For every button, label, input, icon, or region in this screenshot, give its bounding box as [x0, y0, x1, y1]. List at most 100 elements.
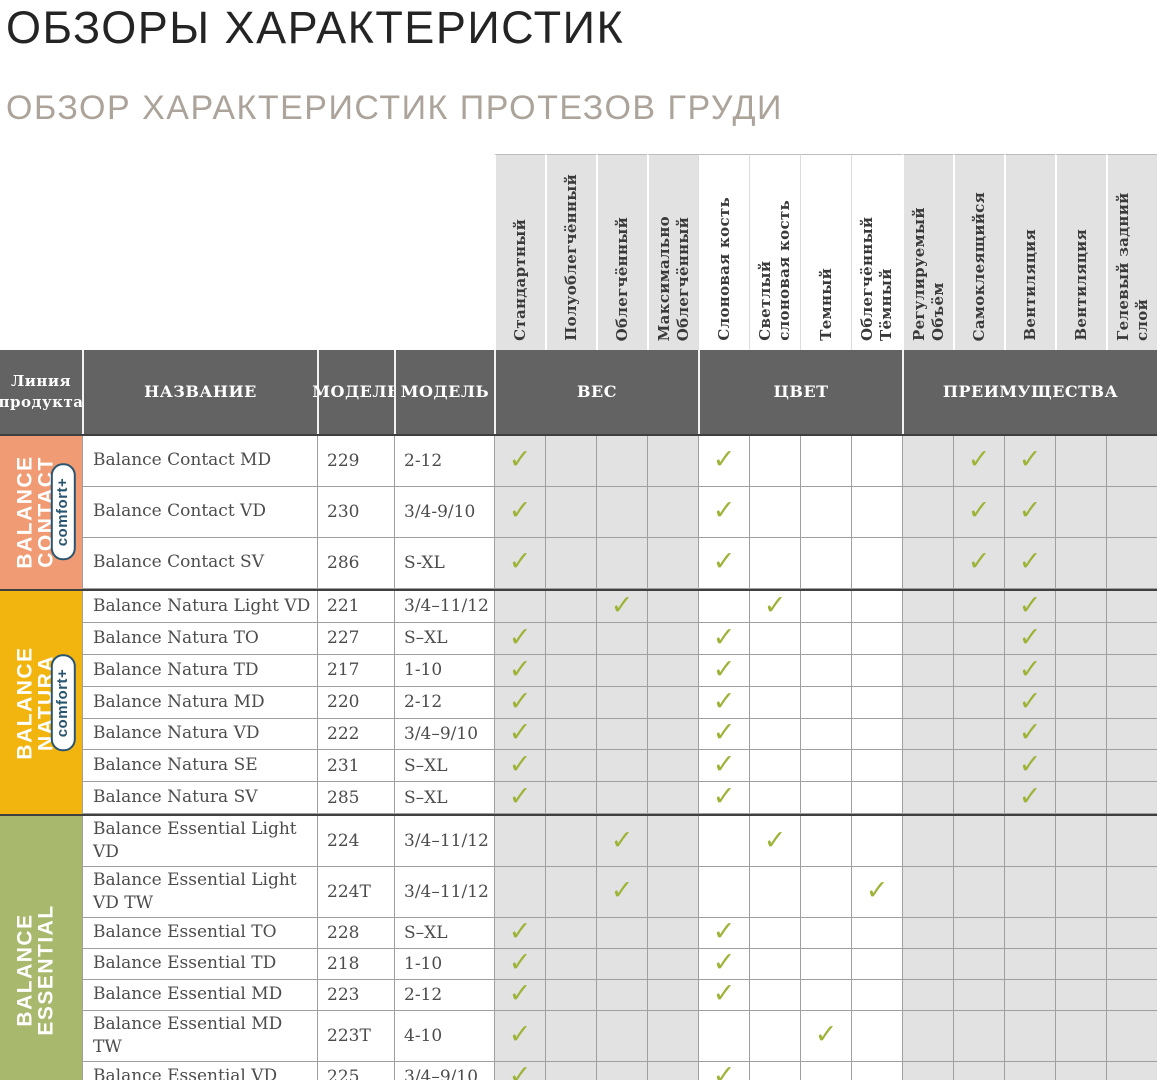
- feature-cell: [749, 1010, 800, 1062]
- feature-cell: [902, 590, 953, 623]
- product-group: BALANCE CONTACT comfort+ Balance Contact M…: [0, 433, 1157, 589]
- feature-cell: [749, 948, 800, 980]
- feature-cell: ✓: [596, 867, 647, 918]
- feature-cell: [647, 948, 698, 980]
- page-header: ОБЗОРЫ ХАРАКТЕРИСТИК ОБЗОР ХАРАКТЕРИСТИК…: [0, 0, 1157, 127]
- feature-column-header: Максимально Облегчённый: [647, 153, 698, 350]
- feature-cell: [647, 979, 698, 1011]
- size-cell: 3/4–9/10: [394, 1061, 494, 1080]
- check-icon: ✓: [508, 621, 532, 653]
- feature-cell: [545, 654, 596, 687]
- product-group-label: BALANCE ESSENTIAL: [13, 904, 58, 1036]
- feature-cell: [1004, 917, 1055, 949]
- feature-cell: [851, 1010, 902, 1062]
- check-icon: ✓: [508, 781, 532, 813]
- product-group: BALANCE ESSENTIAL Balance Essential Light…: [0, 814, 1157, 1080]
- feature-cell: [1055, 917, 1106, 949]
- feature-cell: [800, 537, 851, 589]
- feature-cell: ✓: [953, 435, 1004, 487]
- feature-cell: [902, 816, 953, 868]
- check-icon: ✓: [1018, 717, 1042, 749]
- product-group-strip: BALANCE ESSENTIAL: [0, 816, 82, 1080]
- size-cell: 3/4-9/10: [394, 486, 494, 538]
- size-cell: 1-10: [394, 948, 494, 980]
- feature-column-header: Темный: [800, 153, 851, 350]
- feature-cell: ✓: [698, 622, 749, 655]
- feature-cell: [953, 816, 1004, 868]
- feature-cell: [596, 435, 647, 487]
- product-name-cell: Balance Natura SE: [82, 750, 317, 783]
- feature-cell: [851, 590, 902, 623]
- feature-cell: ✓: [1004, 686, 1055, 719]
- check-icon: ✓: [1018, 653, 1042, 685]
- feature-cell: [596, 979, 647, 1011]
- feature-cell: [749, 718, 800, 751]
- product-name-cell: Balance Contact SV: [82, 537, 317, 589]
- feature-cell: [1106, 979, 1157, 1011]
- feature-cell: [749, 1061, 800, 1080]
- size-cell: 2-12: [394, 686, 494, 719]
- feature-cell: ✓: [1004, 486, 1055, 538]
- check-icon: ✓: [508, 916, 532, 948]
- feature-cell: [545, 622, 596, 655]
- product-name-cell: Balance Essential TD: [82, 948, 317, 980]
- feature-cell: [596, 1010, 647, 1062]
- feature-cell: [902, 948, 953, 980]
- feature-cell: ✓: [494, 1010, 545, 1062]
- feature-column-label: Вентиляция: [1021, 229, 1040, 341]
- feature-cell: [1055, 435, 1106, 487]
- feature-cell: [545, 718, 596, 751]
- feature-cell: ✓: [1004, 750, 1055, 783]
- feature-cell: [902, 486, 953, 538]
- feature-column-label: Облегчённый Тёмный: [858, 216, 895, 341]
- feature-cell: [647, 867, 698, 918]
- feature-cell: ✓: [494, 718, 545, 751]
- feature-cell: [851, 622, 902, 655]
- feature-cell: [647, 486, 698, 538]
- size-cell: S–XL: [394, 750, 494, 783]
- feature-column-header: Вентиляция: [1004, 153, 1055, 350]
- feature-cell: [1106, 590, 1157, 623]
- check-icon: ✓: [1018, 621, 1042, 653]
- size-cell: 2-12: [394, 979, 494, 1011]
- feature-cell: [647, 654, 698, 687]
- header-model: МОДЕЛЬ: [312, 349, 400, 434]
- feature-cell: ✓: [698, 948, 749, 980]
- feature-cell: [851, 435, 902, 487]
- model-cell: 225: [317, 1061, 394, 1080]
- feature-cell: [1106, 686, 1157, 719]
- feature-cell: [749, 486, 800, 538]
- feature-cell: ✓: [494, 537, 545, 589]
- header-group-2: ПРЕИМУЩЕСТВА: [902, 349, 1157, 434]
- feature-cell: [953, 917, 1004, 949]
- model-cell: 228: [317, 917, 394, 949]
- feature-column-label: Регулируемый Объём: [909, 207, 947, 341]
- check-icon: ✓: [712, 717, 736, 749]
- check-icon: ✓: [967, 444, 991, 476]
- check-icon: ✓: [814, 1019, 838, 1051]
- feature-cell: [1106, 435, 1157, 487]
- feature-cell: [647, 782, 698, 815]
- feature-cell: [800, 718, 851, 751]
- feature-cell: [647, 917, 698, 949]
- feature-cell: [647, 1010, 698, 1062]
- feature-cell: [800, 686, 851, 719]
- feature-cell: [1055, 718, 1106, 751]
- check-icon: ✓: [508, 1060, 532, 1080]
- feature-cell: ✓: [494, 750, 545, 783]
- feature-cell: [545, 1061, 596, 1080]
- feature-cell: [851, 816, 902, 868]
- feature-cell: [1106, 486, 1157, 538]
- feature-column-label: Полуоблегчённый: [562, 174, 581, 341]
- feature-cell: [1004, 948, 1055, 980]
- feature-cell: [1055, 486, 1106, 538]
- feature-cell: [953, 686, 1004, 719]
- feature-cell: [1055, 750, 1106, 783]
- feature-cell: [800, 867, 851, 918]
- size-cell: S–XL: [394, 622, 494, 655]
- feature-cell: ✓: [494, 486, 545, 538]
- feature-cell: [953, 1061, 1004, 1080]
- feature-column-header: Слоновая кость: [698, 153, 749, 350]
- feature-cell: [596, 948, 647, 980]
- feature-cell: ✓: [494, 686, 545, 719]
